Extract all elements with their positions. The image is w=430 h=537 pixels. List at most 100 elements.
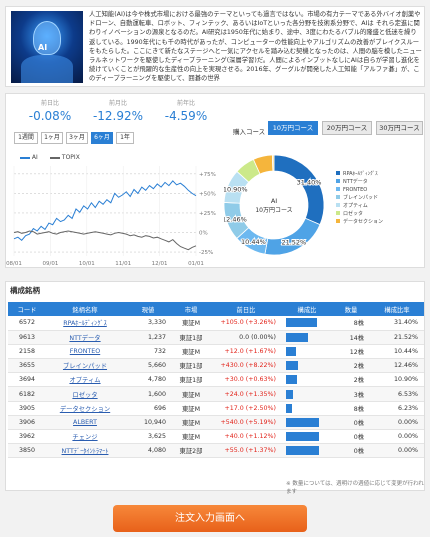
cell-market: 東証M [172, 401, 210, 416]
weight-bar [286, 361, 299, 371]
cell-qty: 8株 [332, 401, 370, 416]
cell-ratio: 10.90% [370, 372, 424, 388]
x-tick-label: 09/01 [42, 261, 58, 267]
cell-market: 東証2部 [172, 443, 210, 459]
stock-name-link[interactable]: FRONTEO [46, 344, 124, 360]
cell-qty: 12株 [332, 344, 370, 360]
legend-topix-swatch [50, 156, 60, 159]
header-code: コード [8, 302, 46, 316]
legend-label: オプティム [343, 203, 368, 209]
cell-change: +105.0 (+3.26%) [210, 316, 282, 331]
weight-bar [286, 417, 319, 427]
table-row: 3906 ALBERT 10,940 東証M +540.0 (+5.19%) 0株 0.00… [8, 415, 424, 431]
cell-change: +12.0 (+1.67%) [210, 344, 282, 360]
stock-name-link[interactable]: ロゼッタ [46, 386, 124, 402]
stock-name-link[interactable]: ALBERT [46, 415, 124, 431]
period-3month-button[interactable]: 3ヶ月 [66, 132, 88, 144]
weight-bar [286, 318, 318, 328]
x-tick-label: 10/01 [79, 261, 95, 267]
cell-weight [282, 372, 332, 388]
cell-ratio: 31.40% [370, 316, 424, 331]
cell-market: 東証1部 [172, 372, 210, 388]
course-30man-button[interactable]: 30万円コース [376, 121, 423, 135]
legend-label: ロゼッタ [343, 210, 363, 217]
cell-qty: 2株 [332, 372, 370, 388]
holdings-note: ※ 数量については、週明けの週値に応じて変更が行われます [286, 481, 424, 495]
cell-weight [282, 344, 332, 360]
legend-swatch [336, 187, 340, 191]
cell-qty: 3株 [332, 386, 370, 402]
stock-name-link[interactable]: ブレインパッド [46, 358, 124, 374]
header-weight: 構成比 [282, 302, 332, 316]
header-market: 市場 [172, 302, 210, 316]
cell-change: +30.0 (+0.63%) [210, 372, 282, 388]
cell-market: 東証M [172, 429, 210, 445]
cell-code: 3694 [8, 372, 46, 388]
cell-price: 1,237 [124, 330, 172, 345]
cell-weight [282, 358, 332, 374]
y-tick-label: -25% [199, 250, 213, 256]
return-label: 前月比 [108, 100, 127, 107]
cell-code: 3906 [8, 415, 46, 431]
cell-weight [282, 316, 332, 331]
cell-price: 732 [124, 344, 172, 360]
intro-panel: AI 人工知能(AI)は今や株式市場における最強のテーマといっても過言ではない。… [5, 6, 425, 87]
stock-name-link[interactable]: チェンジ [46, 429, 124, 445]
order-entry-button[interactable]: 注文入力画面へ [113, 505, 307, 532]
cell-ratio: 10.44% [370, 344, 424, 360]
legend-label: FRONTEO [343, 187, 367, 193]
x-tick-label: 08/01 [6, 261, 22, 267]
legend-swatch [336, 219, 340, 223]
stock-name-link[interactable]: NTTﾃﾞｰﾀｲﾝﾄﾗﾏｰﾄ [46, 443, 124, 459]
y-tick-label: +25% [199, 211, 216, 217]
period-1month-button[interactable]: 1ヶ月 [41, 132, 63, 144]
return-daily: 前日比 -0.08% [20, 98, 80, 123]
y-tick-label: 0% [199, 231, 208, 237]
cell-qty: 0株 [332, 429, 370, 445]
cell-change: +40.0 (+1.12%) [210, 429, 282, 445]
composition-donut-chart: 31.40% 21.52% 10.44% 12.46% 10.90% AI 10万円コース R… [224, 154, 383, 256]
header-change: 前日比 [210, 302, 282, 316]
course-10man-button[interactable]: 10万円コース [268, 121, 318, 135]
cell-market: 東証M [172, 386, 210, 402]
cell-code: 6572 [8, 316, 46, 331]
stock-name-link[interactable]: データセクション [46, 401, 124, 416]
stock-name-link[interactable]: RPAﾎｰﾙﾃﾞｨﾝｸﾞｽ [46, 316, 124, 331]
donut-center-title: AI [271, 197, 277, 205]
cell-weight [282, 443, 332, 459]
donut-slice [271, 154, 275, 172]
cell-price: 10,940 [124, 415, 172, 431]
cell-market: 東証M [172, 415, 210, 431]
return-yearly: 前年比 -4.59% [156, 98, 216, 123]
cell-change: +17.0 (+2.50%) [210, 401, 282, 416]
performance-panel: 前日比 -0.08% 前月比 -12.92% 前年比 -4.59% 1週間 1ヶ… [5, 93, 425, 268]
cell-qty: 14株 [332, 330, 370, 345]
cell-weight [282, 386, 332, 402]
cell-ratio: 0.00% [370, 443, 424, 459]
period-1week-button[interactable]: 1週間 [14, 132, 38, 144]
cell-ratio: 0.00% [370, 429, 424, 445]
cell-price: 4,780 [124, 372, 172, 388]
legend-label: RPAﾎｰﾙﾃﾞｨﾝｸﾞｽ [343, 170, 378, 177]
slice-label: 10.90% [224, 185, 248, 193]
header-ratio: 構成比率 [370, 302, 424, 316]
table-row: 6182 ロゼッタ 1,600 東証M +24.0 (+1.35%) 3株 6.53% [8, 386, 424, 402]
period-1year-button[interactable]: 1年 [116, 132, 134, 144]
cell-qty: 2株 [332, 358, 370, 374]
cell-code: 3655 [8, 358, 46, 374]
return-value: -4.59% [164, 109, 208, 123]
performance-line-chart: +75% +50% +25% 0% -25% 08/01 09/01 10/01 11/01 12… [6, 166, 216, 267]
cell-change: 0.0 (0.00%) [210, 330, 282, 345]
cell-ratio: 0.00% [370, 415, 424, 431]
cell-price: 3,330 [124, 316, 172, 331]
course-20man-button[interactable]: 20万円コース [322, 121, 372, 135]
table-row: 6572 RPAﾎｰﾙﾃﾞｨﾝｸﾞｽ 3,330 東証M +105.0 (+3.26%)… [8, 316, 424, 331]
period-6month-button[interactable]: 6ヶ月 [91, 132, 113, 144]
stock-name-link[interactable]: NTTデータ [46, 330, 124, 345]
legend-ai-swatch [20, 156, 30, 159]
x-tick-label: 11/01 [115, 261, 131, 267]
legend-swatch [336, 179, 340, 183]
x-tick-label: 12/01 [152, 261, 168, 267]
stock-name-link[interactable]: オプティム [46, 372, 124, 388]
legend-swatch [336, 203, 340, 207]
